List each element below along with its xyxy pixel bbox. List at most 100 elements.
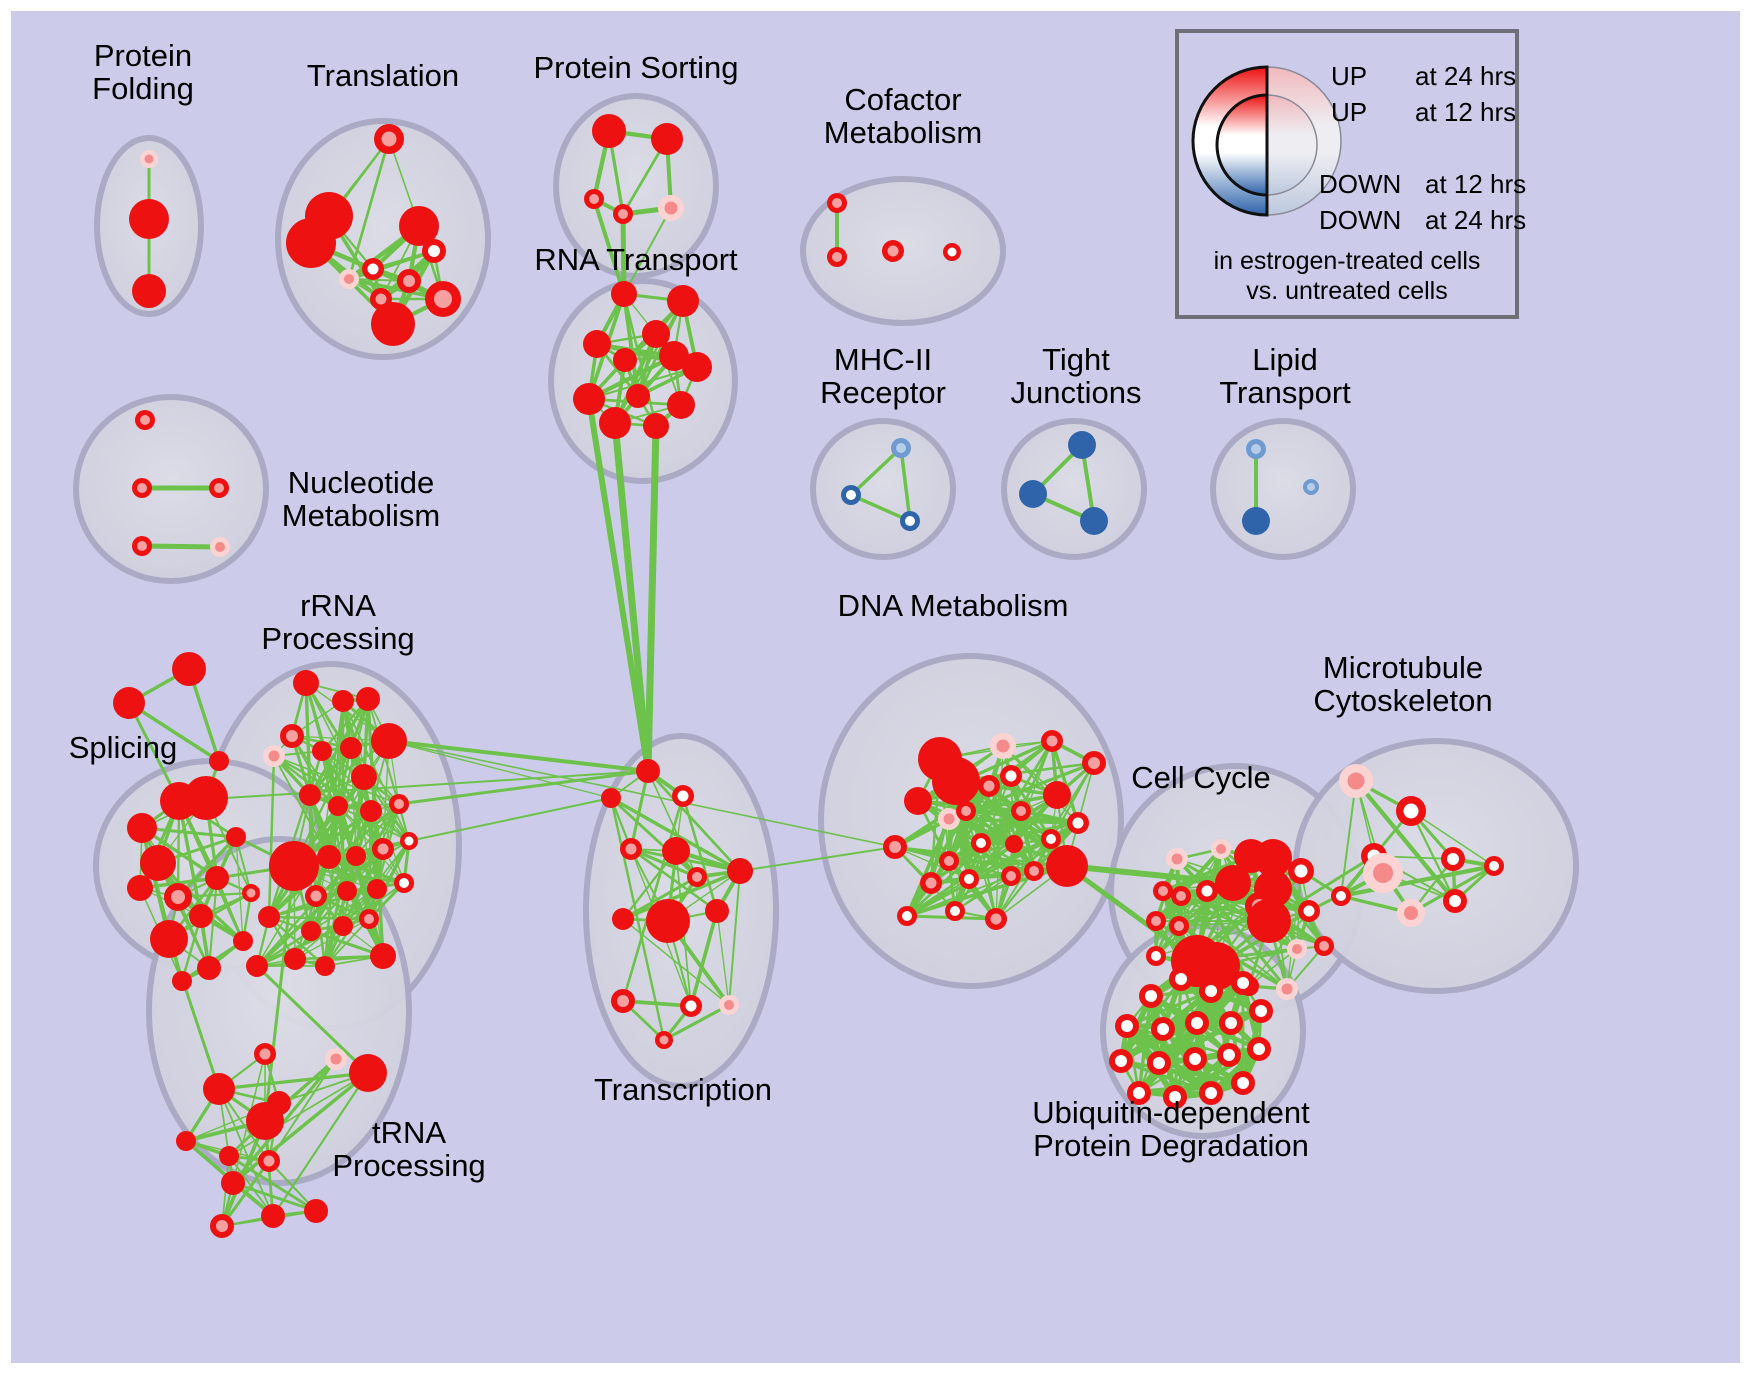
network-node[interactable] xyxy=(1287,939,1307,959)
network-node[interactable] xyxy=(1011,801,1031,821)
network-node[interactable] xyxy=(299,784,321,806)
network-node[interactable] xyxy=(1314,936,1334,956)
network-node[interactable] xyxy=(584,189,604,209)
network-node[interactable] xyxy=(687,867,707,887)
network-node[interactable] xyxy=(655,1031,673,1049)
network-node[interactable] xyxy=(263,745,285,767)
network-node[interactable] xyxy=(1231,1071,1255,1095)
network-node[interactable] xyxy=(599,407,631,439)
network-node[interactable] xyxy=(346,846,366,866)
network-node[interactable] xyxy=(164,883,192,911)
network-node[interactable] xyxy=(242,884,260,902)
network-node[interactable] xyxy=(1199,979,1223,1003)
network-node[interactable] xyxy=(286,218,336,268)
network-node[interactable] xyxy=(891,438,911,458)
network-node[interactable] xyxy=(210,537,230,557)
network-node[interactable] xyxy=(197,956,221,980)
network-node[interactable] xyxy=(1183,1047,1207,1071)
network-node[interactable] xyxy=(1276,978,1298,1000)
network-node[interactable] xyxy=(1171,886,1191,906)
network-node[interactable] xyxy=(1005,835,1023,853)
network-node[interactable] xyxy=(1166,848,1188,870)
network-node[interactable] xyxy=(362,258,384,280)
network-node[interactable] xyxy=(280,724,304,748)
network-node[interactable] xyxy=(611,281,637,307)
network-node[interactable] xyxy=(1082,751,1106,775)
network-node[interactable] xyxy=(1242,507,1270,535)
network-node[interactable] xyxy=(315,956,335,976)
network-node[interactable] xyxy=(985,908,1007,930)
network-node[interactable] xyxy=(140,845,176,881)
network-node[interactable] xyxy=(680,995,702,1017)
network-node[interactable] xyxy=(140,150,158,168)
network-node[interactable] xyxy=(359,909,379,929)
network-node[interactable] xyxy=(827,193,847,213)
network-node[interactable] xyxy=(325,1048,347,1070)
network-node[interactable] xyxy=(304,1199,328,1223)
network-node[interactable] xyxy=(374,124,404,154)
network-node[interactable] xyxy=(682,352,712,382)
network-node[interactable] xyxy=(210,1214,234,1238)
network-node[interactable] xyxy=(658,195,684,221)
network-node[interactable] xyxy=(883,835,907,859)
network-node[interactable] xyxy=(328,796,348,816)
network-node[interactable] xyxy=(349,1054,387,1092)
network-node[interactable] xyxy=(705,899,729,923)
network-node[interactable] xyxy=(312,741,332,761)
network-node[interactable] xyxy=(254,1043,276,1065)
network-node[interactable] xyxy=(258,906,280,928)
network-node[interactable] xyxy=(1484,856,1504,876)
network-node[interactable] xyxy=(172,971,192,991)
network-node[interactable] xyxy=(372,838,394,860)
network-node[interactable] xyxy=(1041,829,1061,849)
network-node[interactable] xyxy=(1254,839,1292,877)
network-node[interactable] xyxy=(1231,971,1255,995)
network-node[interactable] xyxy=(1247,1037,1271,1061)
network-node[interactable] xyxy=(1046,845,1088,887)
network-node[interactable] xyxy=(370,943,396,969)
network-node[interactable] xyxy=(1019,480,1047,508)
network-node[interactable] xyxy=(1169,967,1193,991)
network-node[interactable] xyxy=(371,302,415,346)
network-node[interactable] xyxy=(636,759,660,783)
network-node[interactable] xyxy=(611,989,635,1013)
network-node[interactable] xyxy=(667,285,699,317)
network-node[interactable] xyxy=(1153,881,1173,901)
network-node[interactable] xyxy=(1246,439,1266,459)
network-node[interactable] xyxy=(1000,765,1022,787)
network-node[interactable] xyxy=(176,1131,196,1151)
network-node[interactable] xyxy=(900,511,920,531)
network-node[interactable] xyxy=(662,837,690,865)
network-node[interactable] xyxy=(920,872,942,894)
network-node[interactable] xyxy=(127,875,153,901)
network-node[interactable] xyxy=(246,1102,284,1140)
network-node[interactable] xyxy=(642,320,670,348)
network-node[interactable] xyxy=(1146,911,1166,931)
network-node[interactable] xyxy=(612,908,634,930)
network-node[interactable] xyxy=(932,757,980,805)
network-node[interactable] xyxy=(1067,812,1089,834)
network-node[interactable] xyxy=(667,391,695,419)
network-node[interactable] xyxy=(1068,431,1096,459)
network-node[interactable] xyxy=(400,832,418,850)
network-node[interactable] xyxy=(1196,880,1218,902)
network-node[interactable] xyxy=(1115,1014,1139,1038)
network-node[interactable] xyxy=(1192,942,1240,990)
network-node[interactable] xyxy=(1247,899,1291,943)
network-node[interactable] xyxy=(233,931,253,951)
network-node[interactable] xyxy=(150,920,188,958)
network-node[interactable] xyxy=(258,1150,280,1172)
network-node[interactable] xyxy=(841,485,861,505)
network-node[interactable] xyxy=(209,478,229,498)
network-node[interactable] xyxy=(959,869,979,889)
network-node[interactable] xyxy=(1396,796,1426,826)
network-node[interactable] xyxy=(643,413,669,439)
network-node[interactable] xyxy=(394,873,414,893)
network-node[interactable] xyxy=(1169,916,1189,936)
network-node[interactable] xyxy=(1147,1051,1171,1075)
network-node[interactable] xyxy=(613,204,633,224)
network-node[interactable] xyxy=(219,1146,239,1166)
network-node[interactable] xyxy=(882,240,904,262)
network-node[interactable] xyxy=(1298,900,1320,922)
network-node[interactable] xyxy=(399,206,439,246)
